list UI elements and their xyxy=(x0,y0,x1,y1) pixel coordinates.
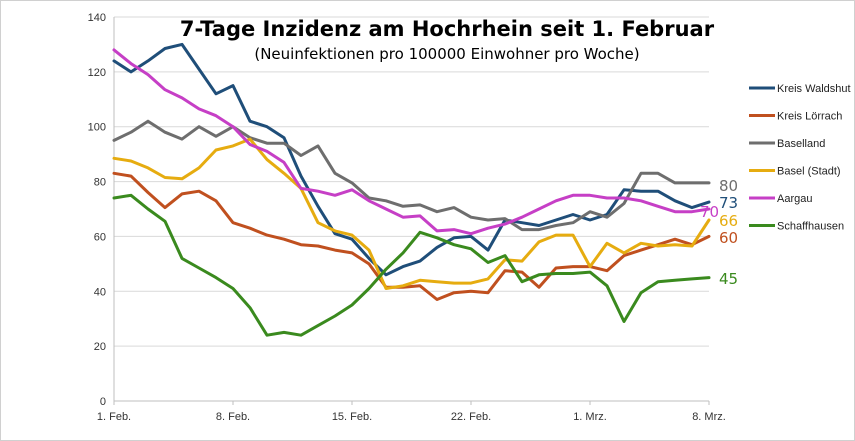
x-tick-label: 8. Feb. xyxy=(216,411,250,423)
x-tick-label: 22. Feb. xyxy=(451,411,491,423)
y-tick-label: 140 xyxy=(88,12,106,24)
y-tick-label: 120 xyxy=(88,67,106,79)
x-tick-labels: 1. Feb. 8. Feb. 15. Feb. 22. Feb. 1. Mrz. 8. … xyxy=(97,411,726,423)
end-value-label: 80 xyxy=(719,177,738,195)
series-line-2 xyxy=(112,119,711,232)
series-line-1 xyxy=(112,171,711,301)
legend-label: Basel (Stadt) xyxy=(777,166,841,178)
end-value-label: 73 xyxy=(719,194,738,212)
axes xyxy=(113,17,710,405)
end-value-label: 66 xyxy=(719,212,738,230)
end-value-label: 45 xyxy=(719,270,738,288)
series-line-4 xyxy=(112,48,711,236)
series-line-5 xyxy=(112,193,711,337)
legend-label: Aargau xyxy=(777,193,812,205)
legend-label: Schaffhausen xyxy=(777,221,844,233)
end-value-label: 60 xyxy=(719,229,738,247)
series-line-3 xyxy=(112,137,711,290)
x-tick-label: 15. Feb. xyxy=(332,411,372,423)
y-tick-label: 100 xyxy=(88,122,106,134)
series-lines xyxy=(112,42,711,337)
legend-label: Baselland xyxy=(777,138,825,150)
y-tick-label: 60 xyxy=(94,231,106,243)
y-tick-label: 80 xyxy=(94,177,106,189)
series-line-0 xyxy=(112,42,711,277)
x-tick-label: 1. Feb. xyxy=(97,411,131,423)
legend-label: Kreis Lörrach xyxy=(777,111,842,123)
y-tick-labels: 0 20 40 60 80 100 120 140 xyxy=(88,12,106,408)
y-tick-label: 40 xyxy=(94,286,106,298)
legend-label: Kreis Waldshut xyxy=(777,83,851,95)
legend: Kreis Waldshut Kreis Lörrach Baselland Base… xyxy=(749,83,851,233)
x-tick-label: 1. Mrz. xyxy=(573,411,607,423)
chart-subtitle: (Neuinfektionen pro 100000 Einwohner pro… xyxy=(254,45,639,63)
gridlines xyxy=(114,16,709,347)
x-tick-label: 8. Mrz. xyxy=(692,411,726,423)
chart-title: 7-Tage Inzidenz am Hochrhein seit 1. Feb… xyxy=(180,17,715,41)
y-tick-label: 20 xyxy=(94,341,106,353)
end-value-label: 70 xyxy=(700,203,719,221)
y-tick-label: 0 xyxy=(100,396,106,408)
